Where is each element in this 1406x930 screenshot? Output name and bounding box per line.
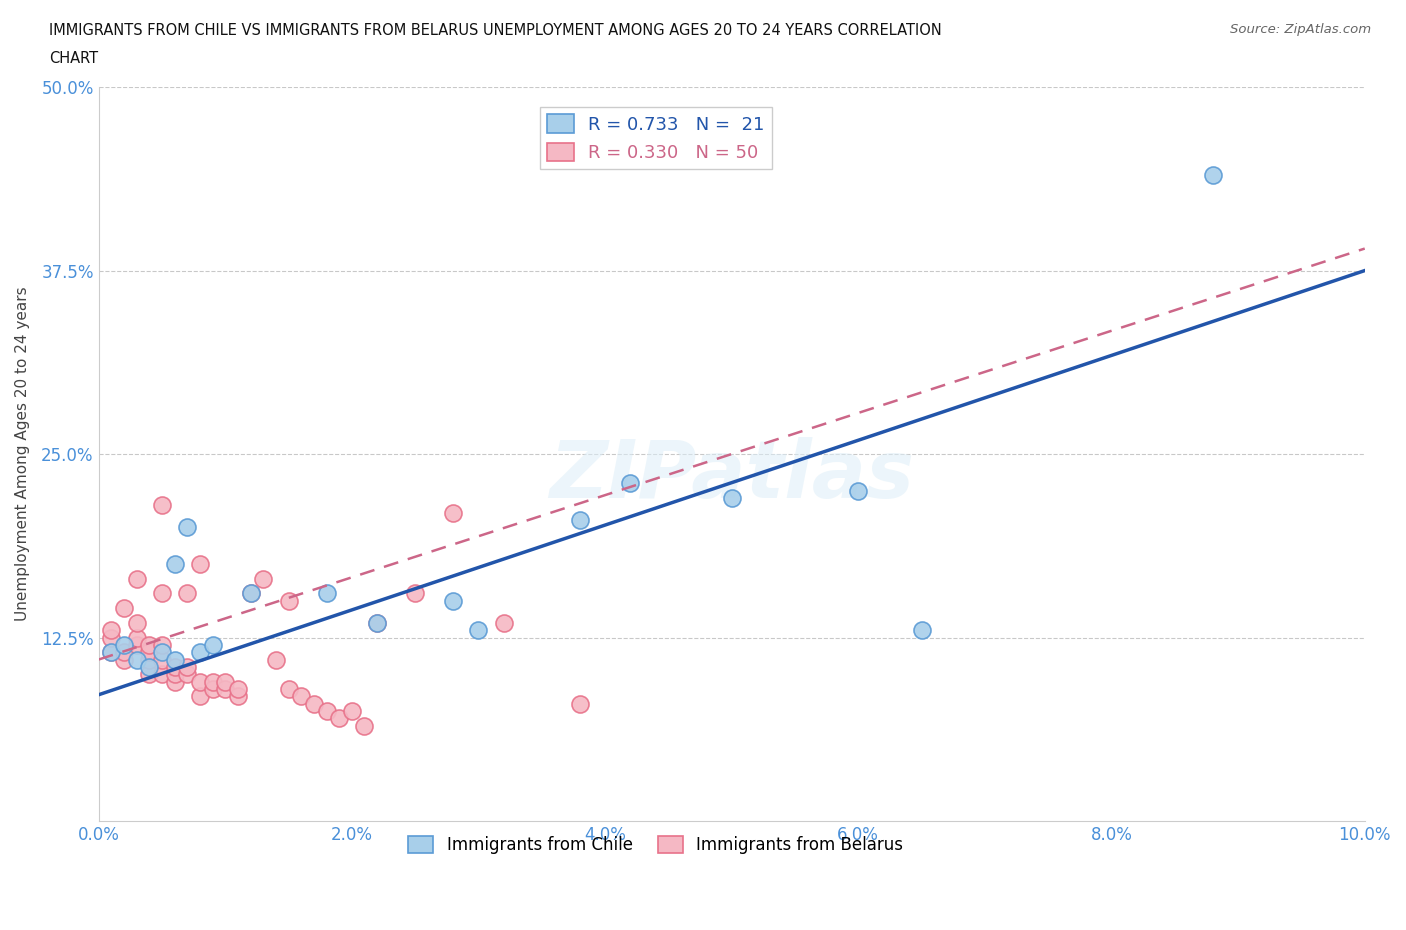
Point [619, 476, 641, 491]
Point [441, 505, 464, 520]
Point [467, 623, 489, 638]
Point [188, 674, 211, 689]
Point [568, 512, 591, 527]
Point [150, 498, 173, 512]
Point [277, 593, 299, 608]
Point [138, 659, 160, 674]
Point [252, 571, 274, 586]
Point [315, 703, 337, 718]
Point [214, 674, 236, 689]
Point [150, 586, 173, 601]
Point [214, 682, 236, 697]
Point [568, 697, 591, 711]
Point [150, 644, 173, 659]
Point [201, 682, 224, 697]
Point [125, 652, 148, 667]
Point [239, 586, 262, 601]
Y-axis label: Unemployment Among Ages 20 to 24 years: Unemployment Among Ages 20 to 24 years [15, 286, 30, 621]
Point [302, 697, 325, 711]
Point [239, 586, 262, 601]
Point [201, 637, 224, 652]
Point [492, 616, 515, 631]
Text: IMMIGRANTS FROM CHILE VS IMMIGRANTS FROM BELARUS UNEMPLOYMENT AMONG AGES 20 TO 2: IMMIGRANTS FROM CHILE VS IMMIGRANTS FROM… [49, 23, 942, 38]
Text: ZIPatlas: ZIPatlas [550, 437, 914, 515]
Point [176, 667, 198, 682]
Point [328, 711, 350, 725]
Point [264, 652, 287, 667]
Legend: Immigrants from Chile, Immigrants from Belarus: Immigrants from Chile, Immigrants from B… [402, 829, 910, 860]
Point [112, 644, 135, 659]
Point [150, 637, 173, 652]
Point [125, 631, 148, 645]
Point [340, 703, 363, 718]
Point [176, 586, 198, 601]
Point [188, 557, 211, 572]
Point [125, 637, 148, 652]
Point [353, 718, 375, 733]
Point [125, 616, 148, 631]
Point [188, 644, 211, 659]
Point [163, 652, 186, 667]
Point [846, 484, 869, 498]
Text: Source: ZipAtlas.com: Source: ZipAtlas.com [1230, 23, 1371, 36]
Point [226, 689, 249, 704]
Point [138, 644, 160, 659]
Point [163, 667, 186, 682]
Point [201, 674, 224, 689]
Point [226, 682, 249, 697]
Point [441, 593, 464, 608]
Text: CHART: CHART [49, 51, 98, 66]
Point [1202, 167, 1225, 182]
Point [366, 616, 388, 631]
Point [188, 689, 211, 704]
Point [112, 637, 135, 652]
Point [138, 652, 160, 667]
Point [163, 674, 186, 689]
Point [720, 491, 742, 506]
Point [112, 652, 135, 667]
Point [138, 637, 160, 652]
Point [125, 571, 148, 586]
Point [150, 667, 173, 682]
Point [366, 616, 388, 631]
Point [100, 644, 122, 659]
Point [277, 682, 299, 697]
Point [315, 586, 337, 601]
Point [150, 652, 173, 667]
Point [290, 689, 312, 704]
Point [176, 659, 198, 674]
Point [910, 623, 932, 638]
Point [112, 601, 135, 616]
Point [163, 557, 186, 572]
Point [100, 644, 122, 659]
Point [163, 659, 186, 674]
Point [100, 631, 122, 645]
Point [176, 520, 198, 535]
Point [138, 667, 160, 682]
Point [404, 586, 426, 601]
Point [100, 623, 122, 638]
